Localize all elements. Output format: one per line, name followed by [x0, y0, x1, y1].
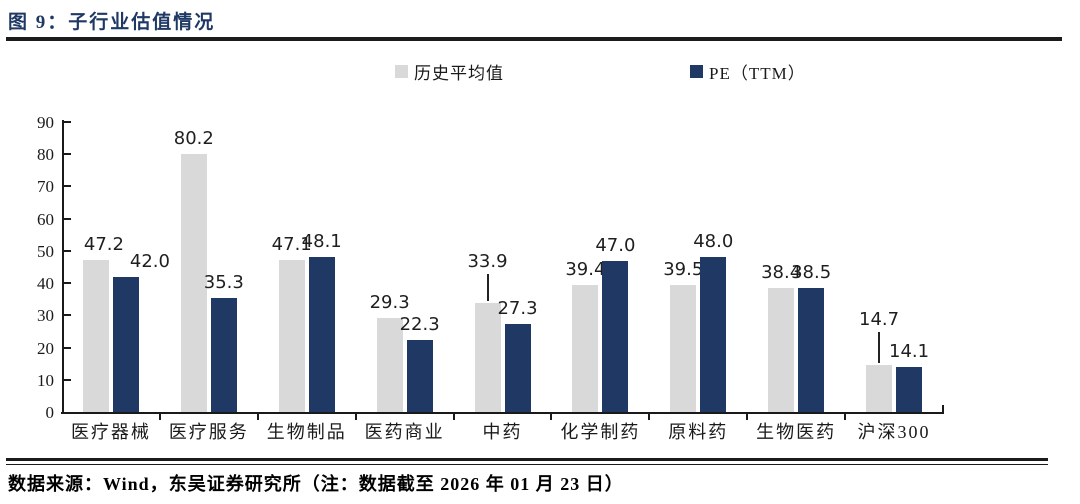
- bar-value-label: 48.0: [693, 231, 734, 253]
- footer-divider-thick: [6, 458, 1048, 461]
- x-axis-endcap: [942, 405, 944, 413]
- y-tick: [64, 378, 71, 381]
- category-label: 原料药: [668, 422, 729, 442]
- bar-pe-ttm: [504, 324, 531, 412]
- y-tick: [64, 185, 71, 188]
- legend-swatch-historical-average: [395, 64, 408, 78]
- bar-value-label: 39.5: [663, 258, 704, 280]
- y-tick: [64, 346, 71, 349]
- bar-value-label: 14.1: [889, 340, 930, 362]
- x-tick: [354, 414, 357, 420]
- bar-value-label: 33.9: [467, 250, 508, 272]
- x-tick: [452, 414, 455, 420]
- bar-historical-average: [768, 288, 795, 412]
- bar-pe-ttm: [308, 257, 335, 412]
- source-note: 数据来源：Wind，东吴证券研究所（注：数据截至 2026 年 01 月 23 …: [8, 474, 624, 494]
- category-label: 中药: [482, 422, 523, 442]
- footer-divider-thin: [6, 464, 1048, 465]
- x-tick: [746, 414, 749, 420]
- bar-value-label: 38.5: [791, 261, 832, 283]
- legend-item-pe-ttm: PE（TTM）: [690, 61, 806, 83]
- bar-historical-average: [180, 153, 207, 412]
- category-label: 医疗器械: [70, 422, 151, 442]
- bar-value-label: 80.2: [173, 127, 214, 149]
- bar-pe-ttm: [602, 260, 629, 412]
- figure-title: 图 9：子行业估值情况: [8, 12, 216, 33]
- bar-value-label: 14.7: [859, 308, 900, 330]
- bar-value-label: 47.2: [83, 233, 124, 255]
- leader-line: [486, 273, 489, 301]
- legend-label-historical-average: 历史平均值: [414, 63, 504, 83]
- category-label: 医疗服务: [168, 422, 249, 442]
- category-label: 生物医药: [756, 422, 837, 442]
- bar-pe-ttm: [700, 257, 727, 412]
- y-tick-label: 30: [37, 306, 54, 326]
- bar-historical-average: [474, 302, 501, 412]
- category-label: 医药商业: [364, 422, 445, 442]
- y-tick-label: 70: [37, 177, 54, 197]
- legend-item-historical-average: 历史平均值: [395, 61, 504, 83]
- bar-historical-average: [572, 285, 599, 412]
- x-tick: [550, 414, 553, 420]
- bar-value-label: 29.3: [369, 291, 410, 313]
- y-tick-label: 50: [37, 241, 54, 261]
- y-tick-label: 40: [37, 274, 54, 294]
- y-tick: [64, 153, 71, 156]
- title-divider-rule: [6, 37, 1062, 41]
- bar-value-label: 48.1: [301, 231, 342, 252]
- bar-historical-average: [866, 364, 893, 412]
- y-tick: [64, 217, 71, 220]
- bar-historical-average: [376, 317, 403, 412]
- bar-value-label: 27.3: [497, 298, 538, 320]
- y-tick-label: 20: [37, 338, 54, 358]
- y-tick: [64, 314, 71, 317]
- x-tick: [844, 414, 847, 420]
- y-tick-label: 60: [37, 209, 54, 229]
- bar-pe-ttm: [210, 298, 237, 412]
- bar-value-label: 42.0: [129, 250, 170, 272]
- y-tick-label: 80: [37, 145, 54, 165]
- bar-pe-ttm: [112, 276, 139, 412]
- bar-value-label: 38.4: [761, 262, 802, 284]
- y-tick: [64, 121, 71, 123]
- category-label: 沪深300: [857, 422, 931, 442]
- x-axis-line: [61, 412, 944, 414]
- bar-value-label: 47.1: [271, 234, 312, 256]
- legend-label-pe-ttm: PE（TTM）: [709, 63, 806, 83]
- leader-line: [878, 331, 881, 363]
- bar-pe-ttm: [896, 366, 923, 412]
- x-tick: [256, 414, 259, 420]
- bar-value-label: 39.4: [565, 259, 606, 281]
- category-label: 化学制药: [560, 422, 641, 442]
- bar-pe-ttm: [798, 287, 825, 412]
- y-axis-line: [62, 120, 64, 414]
- y-tick-label: 0: [45, 403, 55, 422]
- bar-historical-average: [278, 260, 305, 412]
- bar-historical-average: [670, 284, 697, 412]
- legend-swatch-pe-ttm: [690, 64, 703, 78]
- x-tick: [158, 414, 161, 420]
- bar-value-label: 22.3: [399, 314, 440, 336]
- y-tick: [64, 282, 71, 285]
- x-tick: [648, 414, 651, 420]
- bar-value-label: 47.0: [595, 234, 636, 256]
- bar-value-label: 35.3: [203, 272, 244, 294]
- y-tick: [64, 249, 71, 252]
- bar-pe-ttm: [406, 340, 433, 412]
- category-label: 生物制品: [266, 422, 347, 442]
- y-tick-label: 90: [37, 113, 54, 132]
- bar-historical-average: [82, 259, 109, 412]
- y-tick-label: 10: [37, 370, 54, 390]
